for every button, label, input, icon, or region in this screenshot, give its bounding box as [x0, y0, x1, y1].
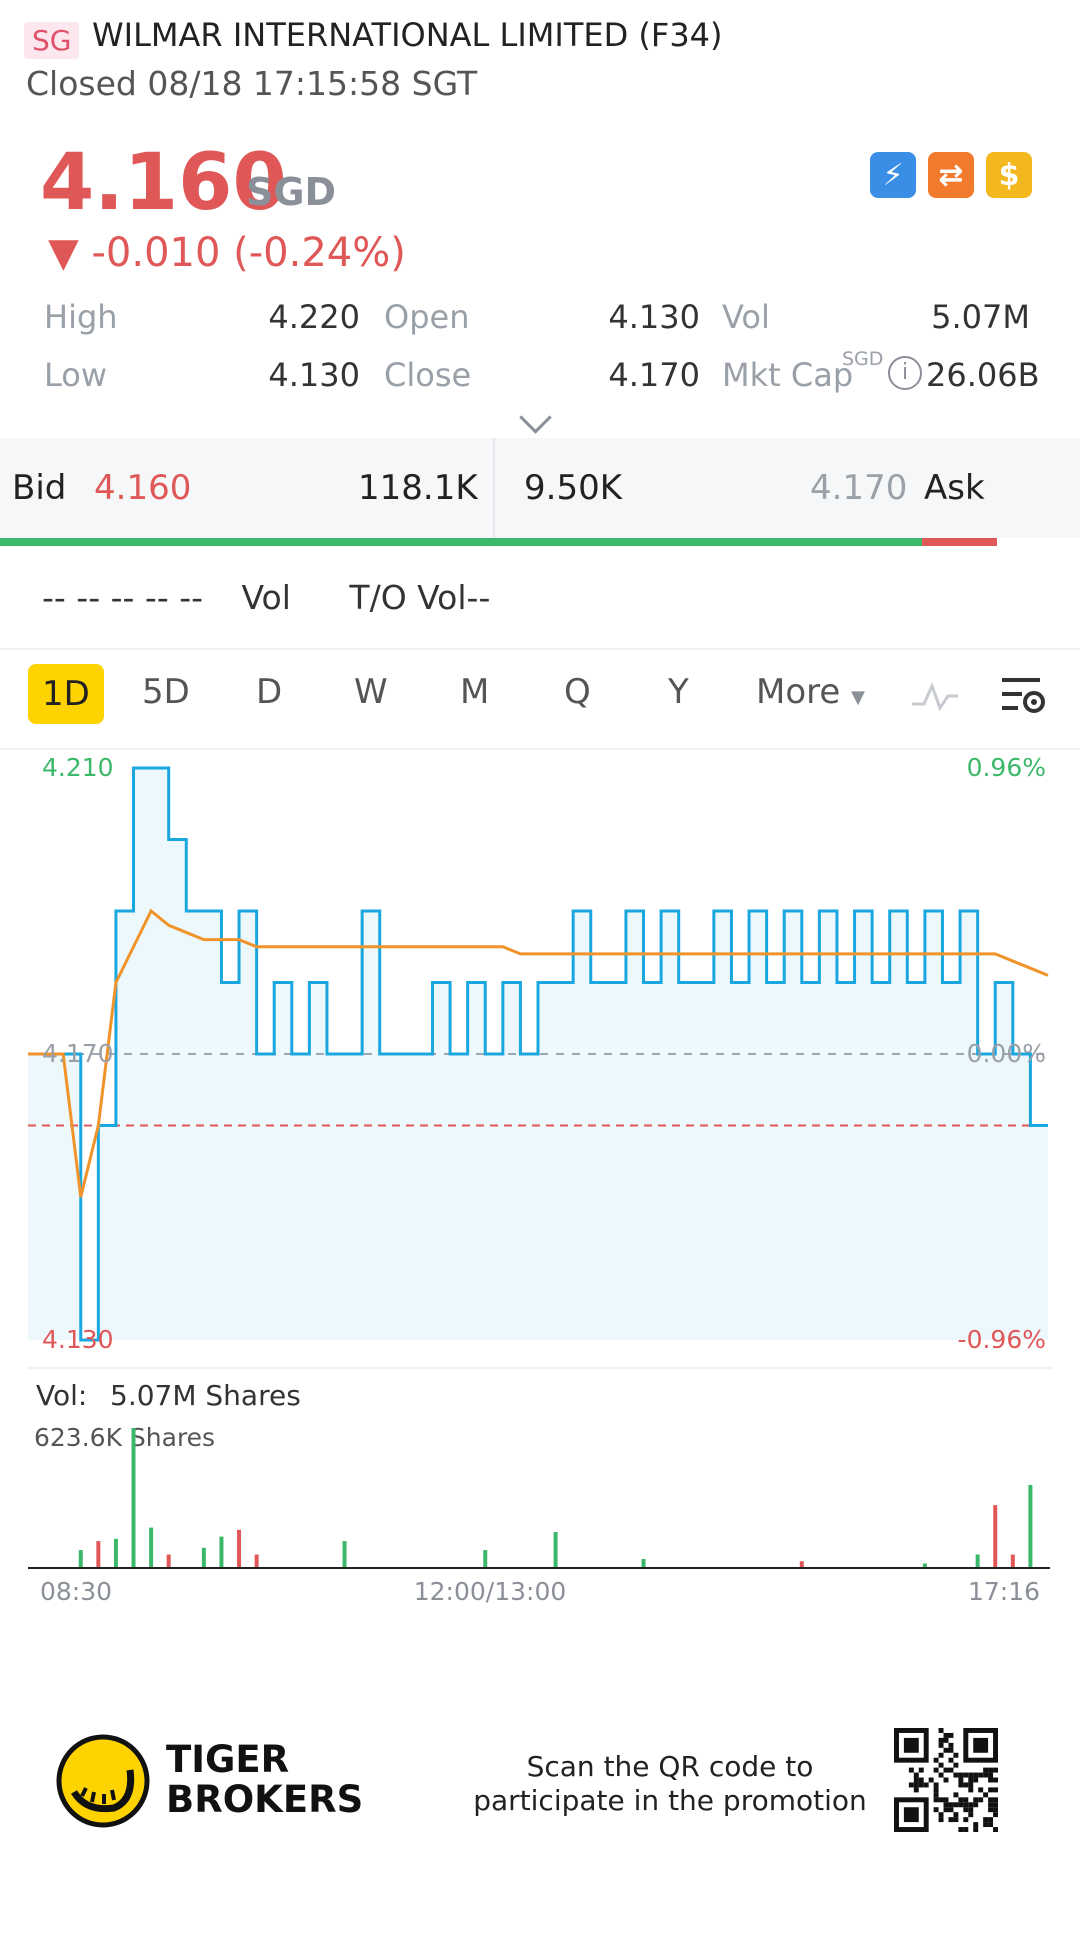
- chart-settings-icon[interactable]: [1000, 674, 1046, 716]
- tab-q[interactable]: Q: [564, 672, 591, 712]
- open-value: 4.130: [608, 298, 700, 336]
- price-change: ▼ -0.010 (-0.24%): [48, 230, 406, 276]
- ask-price: 4.170: [810, 468, 908, 508]
- bid-price: 4.160: [94, 468, 192, 508]
- tab-w[interactable]: W: [354, 672, 388, 712]
- volume-bar: [641, 1559, 646, 1568]
- brand-name: TIGER BROKERS: [166, 1740, 363, 1820]
- volume-bar: [237, 1529, 242, 1568]
- volume-bar: [975, 1554, 980, 1568]
- volume-bar: [342, 1541, 347, 1568]
- volume-bar: [483, 1550, 488, 1568]
- high-label: High: [44, 298, 118, 336]
- open-label: Open: [384, 298, 470, 336]
- volume-bar: [922, 1563, 927, 1568]
- brand-line-2: BROKERS: [166, 1778, 364, 1821]
- volume-bar: [993, 1505, 998, 1568]
- y-left-top: 4.210: [42, 753, 114, 782]
- volume-bar: [166, 1554, 171, 1568]
- volume-bar: [201, 1547, 206, 1568]
- info-icon[interactable]: i: [888, 356, 922, 390]
- bid-ratio-bar: [0, 538, 922, 546]
- indicator-icon[interactable]: [910, 678, 960, 712]
- brand-line-1: TIGER: [166, 1738, 290, 1781]
- chevron-down-icon[interactable]: [519, 401, 552, 434]
- volume-bar: [96, 1541, 101, 1568]
- market-status: Closed 08/18 17:15:58 SGT: [26, 64, 478, 103]
- y-left-bottom: 4.130: [42, 1325, 114, 1354]
- close-label: Close: [384, 356, 472, 394]
- volume-label: Vol:: [36, 1379, 87, 1412]
- orderbook-divider: [493, 438, 495, 538]
- currency: SGD: [246, 170, 337, 214]
- promo-text: Scan the QR code to participate in the p…: [470, 1750, 870, 1818]
- mktcap-label: Mkt Cap: [722, 356, 854, 394]
- intraday-chart[interactable]: 4.210 4.170 4.130 0.96% 0.00% -0.96% Vol…: [0, 740, 1080, 1610]
- more-label: More: [756, 672, 841, 712]
- swap-icon[interactable]: ⇄: [928, 152, 974, 198]
- volume-bar: [78, 1550, 83, 1568]
- tab-1d[interactable]: 1D: [28, 664, 104, 724]
- tab-m[interactable]: M: [460, 672, 490, 712]
- volume-total: 5.07M Shares: [110, 1379, 301, 1412]
- volume-bar: [553, 1532, 558, 1568]
- price-line: [28, 766, 1048, 1342]
- qr-code[interactable]: [894, 1728, 998, 1832]
- low-value: 4.130: [268, 356, 360, 394]
- volume-max: 623.6K Shares: [34, 1423, 215, 1452]
- volume-bar: [254, 1554, 259, 1568]
- mktcap-currency: SGD: [842, 348, 884, 370]
- y-right-mid: 0.00%: [967, 1039, 1046, 1068]
- tab-y[interactable]: Y: [668, 672, 689, 712]
- feature-badges: ⚡ ⇄ $: [870, 152, 1032, 198]
- low-label: Low: [44, 356, 108, 394]
- y-left-mid: 4.170: [42, 1039, 114, 1068]
- promo-line-1: Scan the QR code to: [526, 1750, 814, 1783]
- chart-top-divider: [0, 748, 1080, 750]
- ask-ratio-bar: [922, 538, 997, 546]
- tick-vol-row: -- -- -- -- -- Vol T/O Vol--: [42, 578, 490, 617]
- tick-vol-label: Vol: [241, 578, 291, 617]
- vol-label: Vol: [722, 298, 770, 336]
- volume-bar: [219, 1536, 224, 1568]
- last-price: 4.160: [40, 138, 287, 228]
- bid-size: 118.1K: [358, 468, 478, 508]
- vol-value: 5.07M: [931, 298, 1030, 336]
- mktcap-value: 26.06B: [926, 356, 1040, 394]
- ask-size: 9.50K: [524, 468, 622, 508]
- volume-bar: [1010, 1554, 1015, 1568]
- caret-down-icon: ▼: [851, 687, 865, 708]
- promo-line-2: participate in the promotion: [473, 1784, 867, 1817]
- x-tick-midday: 12:00/13:00: [414, 1577, 567, 1606]
- ask-label: Ask: [924, 468, 985, 508]
- volume-bar: [149, 1527, 154, 1568]
- volume-bar: [799, 1561, 804, 1568]
- x-tick-close: 17:16: [968, 1577, 1040, 1606]
- y-right-bottom: -0.96%: [958, 1325, 1046, 1354]
- period-tabs: 1D 5D D W M Q Y More ▼: [28, 664, 1058, 730]
- tab-d[interactable]: D: [256, 672, 283, 712]
- lightning-icon[interactable]: ⚡: [870, 152, 916, 198]
- stock-title: WILMAR INTERNATIONAL LIMITED (F34): [92, 16, 723, 54]
- bid-label: Bid: [12, 468, 67, 508]
- market-badge: SG: [24, 22, 80, 59]
- tab-5d[interactable]: 5D: [142, 672, 190, 712]
- y-right-top: 0.96%: [967, 753, 1046, 782]
- tab-more[interactable]: More ▼: [756, 672, 865, 712]
- section-divider: [0, 648, 1080, 650]
- volume-bar: [1028, 1484, 1033, 1568]
- dollar-icon[interactable]: $: [986, 152, 1032, 198]
- close-value: 4.170: [608, 356, 700, 394]
- tick-placeholder: -- -- -- -- --: [42, 578, 204, 617]
- orderbook-bar: Bid 4.160 118.1K 9.50K 4.170 Ask: [0, 438, 1080, 538]
- tiger-logo-icon: [56, 1734, 150, 1828]
- x-tick-open: 08:30: [40, 1577, 112, 1606]
- avg-price-line: [28, 908, 1049, 1198]
- turnover-vol: T/O Vol--: [349, 578, 491, 617]
- high-value: 4.220: [268, 298, 360, 336]
- volume-bar: [113, 1538, 118, 1568]
- volume-bar: [131, 1428, 136, 1568]
